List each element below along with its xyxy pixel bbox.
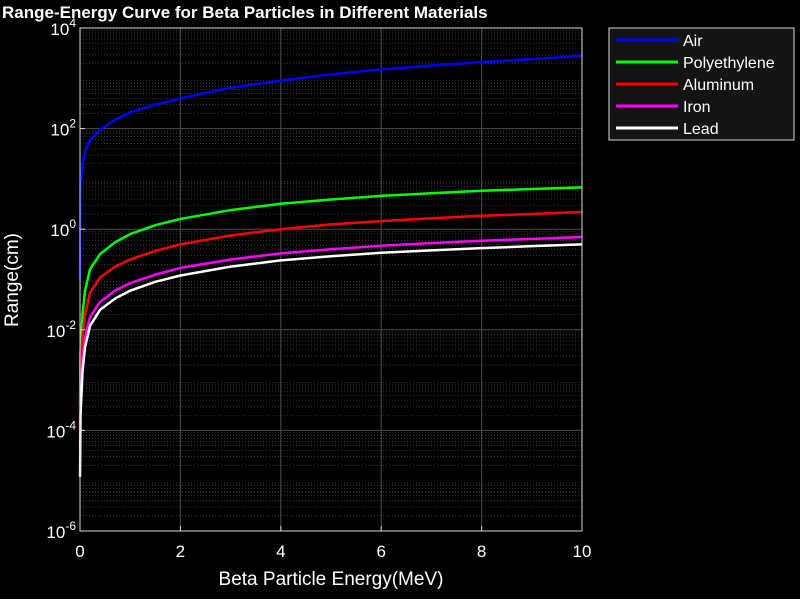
- x-tick-label: 0: [75, 542, 84, 561]
- series-line-aluminum: [78, 210, 583, 431]
- legend-items: Air Polyethylene Aluminum Iron Lead: [616, 33, 775, 138]
- y-axis-label: Range(cm): [2, 233, 23, 327]
- y-tick-label: 10-2: [46, 318, 76, 341]
- x-axis-label: Beta Particle Energy(MeV): [219, 569, 444, 590]
- series-lines: [78, 54, 583, 477]
- y-tick-label: 10-4: [46, 418, 76, 441]
- series-line-polyethylene: [78, 186, 583, 407]
- y-tick-label: 100: [50, 217, 76, 240]
- legend-label-iron: Iron: [683, 99, 711, 116]
- series-line-lead: [78, 243, 583, 477]
- x-tick-label: 8: [477, 542, 486, 561]
- series-line-air: [78, 54, 583, 280]
- x-tick-label: 10: [573, 542, 592, 561]
- y-tick-label: 104: [50, 16, 76, 39]
- legend-label-air: Air: [683, 33, 703, 50]
- x-tick-label: 6: [376, 542, 385, 561]
- y-tick-label: 102: [50, 117, 76, 140]
- series-line-iron: [78, 235, 583, 451]
- legend-label-lead: Lead: [683, 121, 719, 138]
- legend: Air Polyethylene Aluminum Iron Lead: [608, 27, 795, 141]
- chart-title: Range-Energy Curve for Beta Particles in…: [2, 3, 488, 22]
- y-axis-ticks: 10-6 10-4 10-2 100 102 104: [46, 16, 85, 542]
- legend-label-polyethylene: Polyethylene: [683, 55, 775, 72]
- x-tick-label: 2: [176, 542, 185, 561]
- legend-label-aluminum: Aluminum: [683, 77, 754, 94]
- plot-frame: [79, 27, 583, 532]
- x-axis-ticks: 0 2 4 6 8 10: [75, 526, 591, 561]
- x-tick-label: 4: [276, 542, 285, 561]
- y-tick-label: 10-6: [46, 519, 76, 542]
